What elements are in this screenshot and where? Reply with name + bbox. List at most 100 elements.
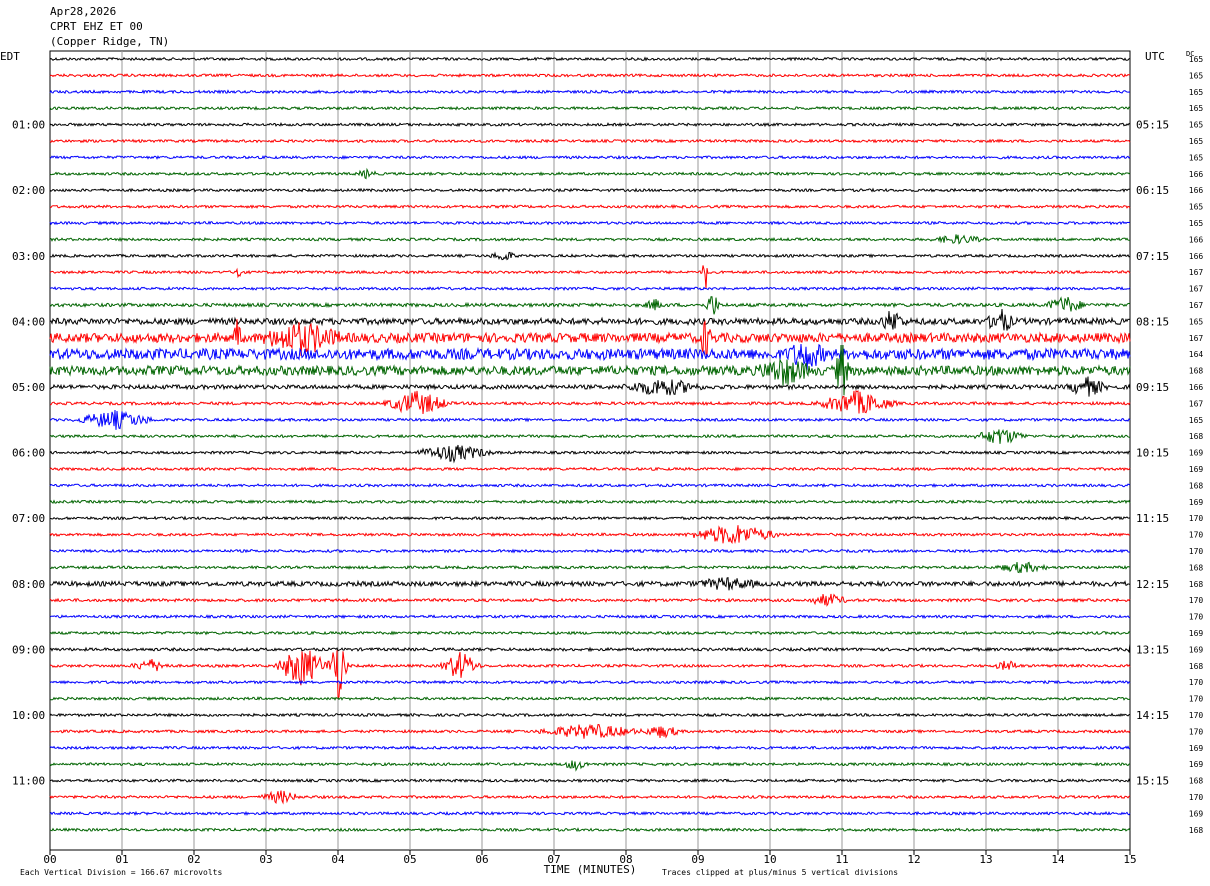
dc-value: 168 (1189, 481, 1204, 490)
trace-line (49, 154, 1131, 160)
left-hour-label: 05:00 (12, 381, 45, 394)
trace-line (49, 389, 1131, 415)
left-hour-label: 10:00 (12, 709, 45, 722)
dc-value: 165 (1189, 121, 1204, 130)
left-hour-label: 09:00 (12, 643, 45, 656)
x-tick-label: 08 (619, 853, 632, 866)
right-hour-label: 11:15 (1136, 512, 1169, 525)
left-hour-label: 01:00 (12, 119, 45, 132)
trace-line (49, 810, 1131, 816)
trace-line (49, 409, 1131, 430)
dc-value: 170 (1189, 727, 1204, 736)
dc-value: 168 (1189, 662, 1204, 671)
trace-line (49, 723, 1131, 739)
dc-value: 169 (1189, 645, 1204, 654)
trace-line (49, 644, 1131, 654)
dc-value: 170 (1189, 695, 1204, 704)
dc-value: 169 (1189, 809, 1204, 818)
trace-line (49, 319, 1131, 357)
x-tick-label: 15 (1123, 853, 1136, 866)
x-tick-label: 12 (907, 853, 920, 866)
trace-line (49, 778, 1131, 784)
trace-line (49, 376, 1131, 397)
trace-line (49, 614, 1131, 620)
dc-value: 165 (1189, 104, 1204, 113)
trace-line (49, 167, 1131, 180)
location-label: (Copper Ridge, TN) (50, 35, 170, 48)
dc-value: 170 (1189, 596, 1204, 605)
trace-line (49, 204, 1131, 210)
right-axis-title: UTC (1145, 50, 1165, 63)
trace-line (49, 296, 1131, 315)
dc-value: 166 (1189, 235, 1204, 244)
dc-value: 168 (1189, 826, 1204, 835)
left-hour-label: 03:00 (12, 250, 45, 263)
trace-line (49, 650, 1131, 699)
x-tick-label: 00 (43, 853, 56, 866)
dc-value: 165 (1189, 88, 1204, 97)
trace-line (49, 444, 1131, 464)
dc-value: 167 (1189, 399, 1204, 408)
x-tick-label: 09 (691, 853, 704, 866)
dc-value: 167 (1189, 285, 1204, 294)
dc-value: 165 (1189, 317, 1204, 326)
dc-value: 170 (1189, 711, 1204, 720)
x-tick-label: 01 (115, 853, 128, 866)
x-axis-title: TIME (MINUTES) (544, 863, 637, 876)
x-tick-label: 13 (979, 853, 992, 866)
dc-value: 168 (1189, 367, 1204, 376)
dc-value: 165 (1189, 153, 1204, 162)
dc-value: 168 (1189, 563, 1204, 572)
left-axis-title: EDT (0, 50, 20, 63)
left-hour-label: 06:00 (12, 447, 45, 460)
dc-value: 169 (1189, 744, 1204, 753)
dc-title: DC (1186, 50, 1194, 58)
dc-value: 170 (1189, 613, 1204, 622)
right-hour-label: 14:15 (1136, 709, 1169, 722)
x-tick-label: 03 (259, 853, 272, 866)
trace-line (49, 525, 1131, 545)
date-label: Apr28,2026 (50, 5, 117, 18)
trace-line (50, 251, 1131, 261)
right-hour-label: 08:15 (1136, 315, 1169, 328)
dc-value: 169 (1189, 498, 1204, 507)
trace-line (49, 577, 1131, 591)
channel-label: CPRT EHZ ET 00 (50, 20, 143, 33)
right-hour-label: 09:15 (1136, 381, 1169, 394)
dc-value: 165 (1189, 55, 1204, 64)
dc-value: 167 (1189, 301, 1204, 310)
trace-line (49, 466, 1131, 472)
right-hour-label: 12:15 (1136, 578, 1169, 591)
trace-line (49, 561, 1131, 574)
dc-value: 169 (1189, 760, 1204, 769)
right-hour-label: 06:15 (1136, 184, 1169, 197)
left-hour-label: 11:00 (12, 775, 45, 788)
trace-line (49, 827, 1131, 833)
plot-frame (49, 50, 1131, 851)
dc-value: 166 (1189, 252, 1204, 261)
dc-value: 167 (1189, 268, 1204, 277)
x-tick-label: 07 (547, 853, 560, 866)
left-hour-label: 02:00 (12, 184, 45, 197)
dc-value: 168 (1189, 580, 1204, 589)
trace-line (49, 309, 1131, 331)
trace-line (49, 679, 1131, 685)
left-hour-label: 08:00 (12, 578, 45, 591)
x-tick-label: 06 (475, 853, 488, 866)
footer-scale-note: Each Vertical Division = 166.67 microvol… (20, 868, 222, 877)
dc-value: 170 (1189, 678, 1204, 687)
dc-value: 166 (1189, 186, 1204, 195)
dc-value: 170 (1189, 793, 1204, 802)
trace-line (49, 234, 1131, 245)
trace-line (49, 187, 1131, 193)
trace-line (50, 515, 1131, 521)
trace-line (49, 343, 1131, 371)
right-hour-label: 07:15 (1136, 250, 1169, 263)
trace-line (49, 712, 1131, 718)
dc-value: 167 (1189, 334, 1204, 343)
trace-line (49, 593, 1131, 607)
x-tick-label: 11 (835, 853, 848, 866)
trace-line (49, 89, 1131, 95)
trace-line (49, 72, 1131, 78)
